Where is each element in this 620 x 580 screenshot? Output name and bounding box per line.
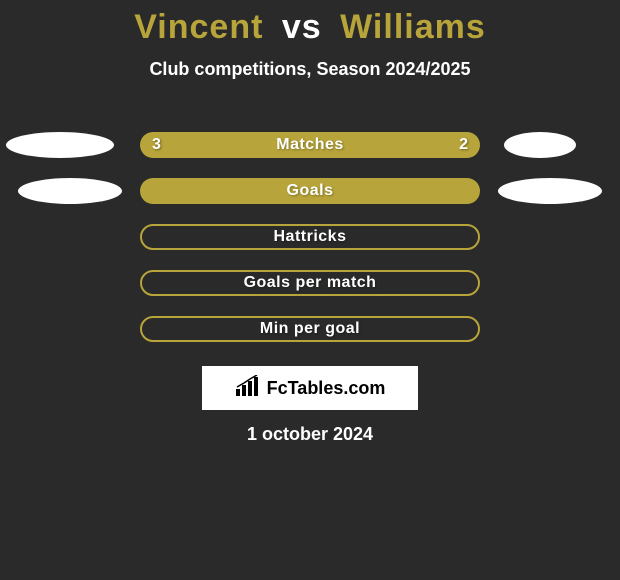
right-value-ellipse [504, 132, 576, 158]
stat-label: Hattricks [274, 228, 347, 246]
stat-label: Goals per match [244, 274, 377, 292]
title: Vincent vs Williams [0, 0, 620, 47]
stat-label: Min per goal [260, 320, 360, 338]
stat-pill: Goals per match [140, 270, 480, 296]
chart-icon [235, 375, 261, 402]
stat-pill: Min per goal [140, 316, 480, 342]
logo-text: FcTables.com [267, 378, 386, 399]
title-vs: vs [282, 8, 322, 46]
stat-row: Goals per match [0, 260, 620, 306]
stat-row: Hattricks [0, 214, 620, 260]
stat-pill: Hattricks [140, 224, 480, 250]
left-value-ellipse [6, 132, 114, 158]
logo-box: FcTables.com [202, 366, 418, 410]
comparison-card: Vincent vs Williams Club competitions, S… [0, 0, 620, 580]
stat-row: Goals [0, 168, 620, 214]
left-value-ellipse [18, 178, 122, 204]
right-value-ellipse [498, 178, 602, 204]
footer-date: 1 october 2024 [0, 424, 620, 445]
subtitle: Club competitions, Season 2024/2025 [0, 59, 620, 80]
stat-row: Matches 3 2 [0, 122, 620, 168]
stat-label: Goals [287, 182, 334, 200]
stat-row: Min per goal [0, 306, 620, 352]
stat-label: Matches [276, 136, 344, 154]
title-player1: Vincent [134, 8, 263, 46]
stat-rows: Matches 3 2 Goals Hattricks Goals per match Mi… [0, 122, 620, 352]
stat-pill: Goals [140, 178, 480, 204]
title-player2: Williams [340, 8, 486, 46]
stat-right-value: 2 [459, 136, 468, 154]
stat-left-value: 3 [152, 136, 161, 154]
stat-pill: Matches 3 2 [140, 132, 480, 158]
